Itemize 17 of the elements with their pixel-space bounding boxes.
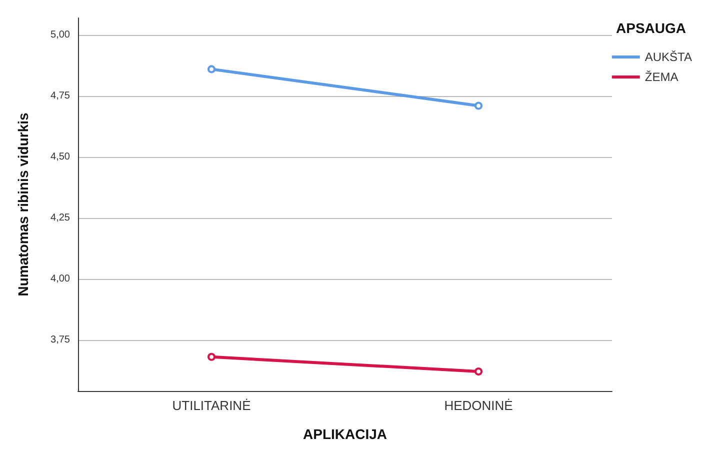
y-tick-label: 4,75 — [50, 90, 70, 102]
x-tick-label: UTILITARINĖ — [172, 398, 252, 413]
y-tick-label: 4,00 — [50, 273, 70, 284]
point — [208, 65, 216, 74]
y-axis-title: Numatomas ribinis vidurkis — [15, 112, 31, 296]
y-tick-label: 4,25 — [50, 212, 70, 224]
point — [474, 368, 482, 376]
x-axis-title: APLIKACIJA — [302, 426, 388, 442]
legend-label: ŽEMA — [644, 70, 678, 84]
x-tick-label: HEDONINĖ — [444, 398, 514, 413]
legend-title: APSAUGA — [616, 20, 686, 36]
point — [208, 352, 216, 361]
y-tick-label: 5,00 — [50, 30, 70, 41]
legend-label: AUKŠTA — [644, 50, 692, 64]
y-tick-label: 4,50 — [50, 151, 70, 162]
point — [474, 102, 482, 110]
y-tick-label: 3,75 — [50, 334, 70, 346]
